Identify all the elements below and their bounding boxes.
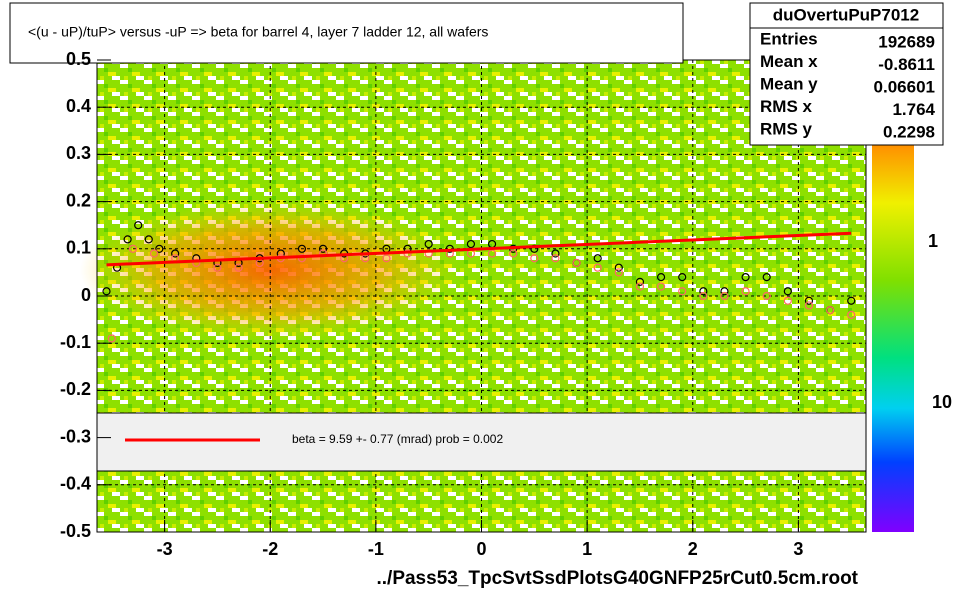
- profile-point: [297, 244, 307, 253]
- x-tick-label: 3: [793, 539, 803, 559]
- y-tick-label: 0: [81, 285, 91, 305]
- y-tick-label: 0.1: [66, 238, 91, 258]
- stats-value: 1.764: [892, 100, 935, 119]
- y-tick-label: 0.3: [66, 143, 91, 163]
- profile-point: [720, 287, 729, 296]
- profile-point: [128, 244, 138, 253]
- stats-value: 0.2298: [883, 122, 935, 141]
- stats-label: Mean y: [760, 74, 818, 93]
- stats-label: Mean x: [760, 52, 818, 71]
- profile-point: [551, 249, 560, 258]
- profile-point: [593, 254, 602, 263]
- profile-point: [134, 221, 143, 230]
- profile-point: [635, 277, 645, 286]
- stats-value: -0.8611: [878, 55, 935, 74]
- y-tick-label: -0.4: [60, 474, 91, 494]
- profile-point: [593, 263, 602, 272]
- profile-point: [762, 273, 771, 282]
- profile-point: [614, 263, 623, 272]
- profile-point: [107, 334, 116, 343]
- profile-point: [382, 254, 391, 263]
- x-tick-label: -1: [368, 539, 384, 559]
- colorbar-label: 10: [932, 392, 952, 412]
- profile-point: [102, 287, 111, 296]
- stats-value: 0.06601: [874, 77, 935, 96]
- x-tick-label: -2: [262, 539, 278, 559]
- profile-point: [572, 258, 581, 268]
- profile-point: [741, 287, 750, 296]
- profile-point: [614, 268, 623, 277]
- x-axis-label: ../Pass53_TpcSvtSsdPlotsG40GNFP25rCut0.5…: [376, 568, 858, 589]
- profile-point: [762, 291, 771, 301]
- profile-point: [699, 291, 708, 301]
- profile-point: [825, 306, 835, 315]
- y-tick-label: 0.2: [66, 190, 91, 210]
- profile-point: [487, 249, 497, 258]
- x-tick-label: 1: [582, 539, 592, 559]
- profile-point: [234, 263, 243, 272]
- chart-title: <(u - uP)/tuP> versus -uP => beta for ba…: [28, 24, 488, 40]
- stats-box: [749, 2, 944, 146]
- profile-point: [144, 235, 153, 244]
- fit-line: [106, 231, 852, 267]
- x-tick-label: 2: [688, 539, 698, 559]
- colorbar-label: 1: [928, 231, 938, 251]
- stats-label: RMS y: [760, 119, 813, 138]
- profile-point: [123, 235, 132, 244]
- profile-point: [699, 287, 708, 296]
- profile-point: [635, 282, 645, 291]
- stats-label: Entries: [760, 29, 818, 48]
- profile-point: [192, 258, 201, 268]
- title-box: [9, 2, 684, 64]
- x-tick-label: 0: [476, 539, 486, 559]
- profile-point: [466, 239, 476, 249]
- x-tick-label: -3: [157, 539, 173, 559]
- y-tick-label: -0.3: [60, 426, 91, 446]
- profile-point: [847, 296, 856, 305]
- profile-point: [656, 273, 666, 282]
- y-tick-label: -0.5: [60, 521, 91, 541]
- stats-value: 192689: [878, 32, 935, 51]
- profile-point: [509, 249, 518, 258]
- profile-point: [530, 254, 539, 263]
- y-tick-label: 0.4: [66, 96, 91, 116]
- profile-point: [804, 296, 814, 305]
- y-tick-label: -0.2: [60, 379, 91, 399]
- stats-label: RMS x: [760, 97, 813, 116]
- profile-point: [783, 287, 792, 296]
- profile-point: [213, 263, 222, 272]
- profile-point: [656, 282, 666, 291]
- profile-point: [551, 254, 560, 263]
- profile-point: [783, 296, 792, 305]
- y-tick-label: 0.5: [66, 49, 91, 69]
- profile-point: [720, 291, 729, 301]
- stats-name: duOvertuPuP7012: [773, 5, 919, 24]
- profile-point: [149, 249, 159, 258]
- profile-point: [847, 310, 856, 319]
- profile-point: [318, 244, 328, 253]
- palette: [872, 145, 914, 532]
- profile-point: [678, 273, 687, 282]
- profile-point: [297, 254, 307, 263]
- profile-point: [741, 273, 750, 282]
- profile-point: [171, 249, 180, 258]
- legend-text: beta = 9.59 +- 0.77 (mrad) prob = 0.002: [292, 432, 503, 446]
- profile-point: [678, 287, 687, 296]
- legend-box: [96, 412, 867, 472]
- profile-point: [804, 301, 814, 310]
- y-tick-label: -0.1: [60, 332, 91, 352]
- profile-point: [155, 244, 164, 253]
- profile-point: [424, 239, 433, 249]
